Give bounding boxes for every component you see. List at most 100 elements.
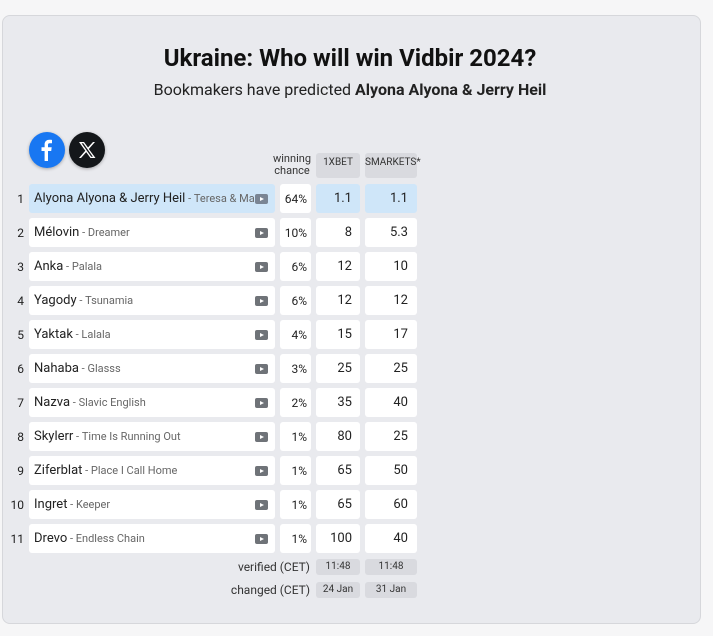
rank: 7 [17, 395, 24, 410]
song: Endless Chain [75, 532, 145, 545]
chance: 6% [280, 286, 311, 315]
footer-label: changed (CET) [230, 583, 310, 597]
contestant[interactable]: Skylerr - Time Is Running Out [29, 422, 275, 451]
artist: Mélovin [34, 225, 80, 240]
song: Place I Call Home [90, 464, 178, 477]
rank: 1 [17, 191, 24, 206]
odds: 40 [365, 524, 417, 553]
song: Glasss [87, 362, 121, 375]
odds: 65 [316, 490, 360, 519]
footer-label: verified (CET) [237, 560, 310, 574]
artist: Alyona Alyona & Jerry Heil [34, 191, 186, 206]
song: Palala [71, 260, 103, 273]
facebook-button[interactable] [29, 132, 65, 168]
contestant[interactable]: Anka - Palala [29, 252, 275, 281]
rank: 2 [17, 225, 24, 240]
rank: 11 [10, 531, 25, 546]
artist: Yagody [34, 293, 77, 308]
chance: 1% [280, 490, 311, 519]
card [2, 15, 701, 624]
column-header: SMARKETS* [365, 153, 421, 178]
rank: 3 [17, 259, 24, 274]
contestant[interactable]: Yagody - Tsunamia [29, 286, 275, 315]
facebook-icon [41, 139, 52, 161]
play-icon [255, 228, 268, 238]
artist: Skylerr [34, 429, 74, 444]
x-button[interactable] [69, 132, 105, 168]
chance: 1% [280, 524, 311, 553]
x-icon [79, 142, 96, 158]
chance: 1% [280, 456, 311, 485]
chance: 64% [280, 184, 311, 213]
play-icon [255, 262, 268, 272]
odds: 12 [365, 286, 417, 315]
play-icon [255, 330, 268, 340]
rank: 8 [17, 429, 24, 444]
play-icon [255, 534, 268, 544]
artist: Nazva [34, 395, 71, 410]
odds: 50 [365, 456, 417, 485]
odds: 10 [365, 252, 417, 281]
song: Time Is Running Out [81, 430, 181, 443]
odds: 12 [316, 252, 360, 281]
chance: 10% [280, 218, 311, 247]
subtitle: Bookmakers have predicted Alyona Alyona … [0, 80, 700, 99]
odds: 1.1 [316, 184, 360, 213]
rank: 6 [17, 361, 24, 376]
chance: 3% [280, 354, 311, 383]
odds: 100 [316, 524, 360, 553]
song: Slavic English [78, 396, 146, 409]
contestant[interactable]: Nahaba - Glasss [29, 354, 275, 383]
column-header: winning chance [272, 152, 312, 177]
odds: 65 [316, 456, 360, 485]
odds: 17 [365, 320, 417, 349]
play-icon [255, 398, 268, 408]
chance: 2% [280, 388, 311, 417]
odds: 40 [365, 388, 417, 417]
footer-value: 11:48 [365, 559, 417, 575]
rank: 4 [17, 293, 24, 308]
odds: 1.1 [365, 184, 417, 213]
contestant[interactable]: Ingret - Keeper [29, 490, 275, 519]
play-icon [255, 296, 268, 306]
odds: 25 [365, 422, 417, 451]
footer-value: 24 Jan [316, 582, 360, 598]
odds: 8 [316, 218, 360, 247]
contestant[interactable]: Nazva - Slavic English [29, 388, 275, 417]
odds: 60 [365, 490, 417, 519]
play-icon [255, 364, 268, 374]
subtitle-highlight: Alyona Alyona & Jerry Heil [355, 80, 547, 99]
play-icon [255, 194, 268, 204]
footer-value: 31 Jan [365, 582, 417, 598]
chance: 6% [280, 252, 311, 281]
footer-value: 11:48 [316, 559, 360, 575]
rank: 9 [17, 463, 24, 478]
song: Tsunamia [85, 294, 134, 307]
subtitle-prefix: Bookmakers have predicted [153, 80, 352, 99]
contestant[interactable]: Alyona Alyona & Jerry Heil - Teresa & Ma… [29, 184, 275, 213]
column-header: 1XBET [316, 153, 360, 178]
song: Teresa & Maria [193, 192, 268, 205]
contestant[interactable]: Ziferblat - Place I Call Home [29, 456, 275, 485]
chance: 4% [280, 320, 311, 349]
artist: Ingret [34, 497, 68, 512]
rank: 10 [10, 497, 25, 512]
artist: Anka [34, 259, 64, 274]
contestant[interactable]: Drevo - Endless Chain [29, 524, 275, 553]
title: Ukraine: Who will win Vidbir 2024? [163, 44, 537, 72]
rank: 5 [17, 327, 24, 342]
artist: Yaktak [34, 327, 73, 342]
play-icon [255, 500, 268, 510]
song: Lalala [81, 328, 111, 341]
odds: 5.3 [365, 218, 417, 247]
artist: Ziferblat [34, 463, 83, 478]
chance: 1% [280, 422, 311, 451]
odds: 25 [316, 354, 360, 383]
contestant[interactable]: Yaktak - Lalala [29, 320, 275, 349]
odds: 12 [316, 286, 360, 315]
contestant[interactable]: Mélovin - Dreamer [29, 218, 275, 247]
odds: 15 [316, 320, 360, 349]
artist: Drevo [34, 531, 68, 546]
play-icon [255, 466, 268, 476]
